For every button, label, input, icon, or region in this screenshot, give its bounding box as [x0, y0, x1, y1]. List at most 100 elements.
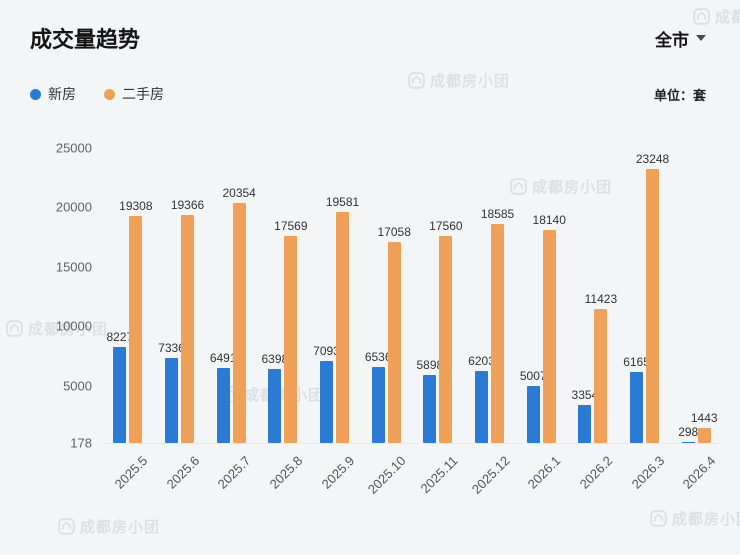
legend-label-new-homes: 新房	[48, 86, 76, 102]
unit-label: 单位：套	[653, 87, 706, 103]
x-tick-label: 2025.5	[111, 453, 151, 492]
y-axis: 178 5000 10000 15000 20000 25000	[26, 141, 92, 451]
bar-group: 5007 18140	[515, 148, 567, 443]
bar-group: 6203 18585	[464, 148, 516, 443]
bar-value-label: 6491	[209, 350, 237, 365]
x-cell: 2025.12	[464, 448, 516, 506]
y-tick-label: 10000	[55, 318, 92, 334]
legend-item-new-homes[interactable]: 新房	[30, 84, 76, 104]
x-tick-label: 2025.9	[318, 453, 358, 492]
bar-value-label: 1443	[690, 410, 718, 425]
x-cell: 2026.4	[670, 448, 722, 506]
watermark-text: 成都房小团	[672, 511, 740, 528]
new-home-bar: 5898	[417, 358, 443, 443]
watermark: 成都房小团	[58, 516, 160, 537]
bar-group: 6165 23248	[619, 148, 671, 443]
new-home-bar: 6165	[623, 355, 650, 443]
resale-bar: 17569	[274, 219, 308, 443]
region-selector[interactable]: 全市	[655, 26, 706, 51]
bar-group: 298 1443	[670, 148, 722, 443]
bar-value-label: 18140	[532, 212, 566, 227]
new-home-bar: 5007	[520, 369, 547, 443]
x-cell: 2026.1	[515, 448, 567, 506]
x-tick-label: 2025.12	[468, 453, 513, 497]
x-tick-label: 2025.8	[266, 453, 306, 492]
resale-bar: 19308	[119, 199, 153, 443]
new-home-bar: 3354	[572, 388, 598, 443]
new-home-bar: 298	[678, 425, 698, 443]
bar-group: 6491 20354	[205, 148, 257, 443]
new-home-bar: 7336	[158, 341, 185, 443]
bar-value-label: 18585	[480, 207, 515, 222]
bar-group: 3354 11423	[567, 148, 619, 443]
house-logo-icon	[58, 518, 75, 535]
bar-value-label: 17058	[377, 225, 411, 240]
x-cell: 2025.9	[309, 448, 361, 506]
x-tick-label: 2026.2	[576, 453, 616, 492]
bar-group: 7336 19366	[154, 148, 206, 443]
bar-value-label: 6398	[261, 352, 289, 367]
bar-value-label: 19581	[325, 195, 360, 210]
region-label: 全市	[655, 30, 689, 50]
bar-value-label: 17560	[429, 219, 463, 234]
bar-group: 7093 19581	[309, 148, 361, 443]
x-cell: 2025.6	[154, 448, 206, 506]
resale-bar: 18585	[481, 207, 514, 443]
plot-area: 8227 19308 7336 19366 6491 20354 6398 17569 7093…	[102, 148, 722, 444]
chart: 178 5000 10000 15000 20000 25000 8227 19308 733…	[0, 141, 740, 506]
bar-value-label: 7093	[313, 343, 340, 358]
legend: 新房 二手房	[30, 84, 164, 104]
resale-bar: 20354	[222, 186, 256, 443]
x-cell: 2025.11	[412, 448, 464, 506]
bar-value-label: 23248	[635, 151, 670, 166]
watermark-text: 成都房小团	[80, 519, 161, 536]
legend-row: 新房 二手房 单位：套	[0, 54, 740, 104]
resale-bar: 11423	[585, 292, 617, 443]
x-cell: 2025.5	[102, 448, 154, 506]
x-cell: 2025.10	[360, 448, 412, 506]
header: 成交量趋势 全市	[0, 0, 740, 54]
y-tick-label: 20000	[55, 199, 92, 215]
bar-value-label: 11423	[584, 292, 618, 307]
resale-bar: 19581	[326, 195, 359, 443]
resale-bar: 18140	[533, 213, 566, 443]
x-cell: 2026.3	[619, 448, 671, 506]
resale-bar: 1443	[691, 411, 718, 443]
bar-value-label: 7336	[158, 340, 185, 355]
bar-value-label: 19308	[119, 198, 153, 213]
new-home-bar: 8227	[106, 330, 133, 443]
y-tick-label: 178	[70, 435, 92, 451]
y-tick-label: 5000	[63, 378, 92, 394]
bar-value-label: 17569	[274, 219, 308, 234]
bar-group: 8227 19308	[102, 148, 154, 443]
legend-label-resale: 二手房	[122, 86, 164, 102]
page-title: 成交量趋势	[30, 27, 141, 52]
bar-value-label: 6165	[623, 354, 650, 369]
bar-group: 5898 17560	[412, 148, 464, 443]
new-home-bar: 6536	[365, 350, 392, 443]
bar-value-label: 20354	[222, 186, 256, 201]
x-tick-label: 2025.11	[417, 453, 461, 497]
chevron-down-icon	[696, 35, 706, 41]
resale-bar: 23248	[636, 152, 669, 443]
bar-value-label: 3354	[571, 388, 599, 403]
bar-group: 6536 17058	[360, 148, 412, 443]
resale-bar: 19366	[171, 198, 204, 443]
new-home-bar: 6491	[210, 351, 237, 443]
x-tick-label: 2026.4	[680, 453, 719, 492]
bar-value-label: 8227	[106, 330, 134, 345]
chart-body: 178 5000 10000 15000 20000 25000 8227 19308 733…	[0, 141, 740, 451]
new-home-bar: 6203	[468, 354, 495, 443]
bar-value-label: 19366	[170, 197, 205, 212]
x-cell: 2025.8	[257, 448, 309, 506]
bar-value-label: 5007	[519, 368, 547, 383]
new-home-bar: 6398	[261, 352, 288, 443]
x-tick-label: 2025.6	[163, 453, 203, 492]
legend-item-resale[interactable]: 二手房	[104, 84, 164, 104]
bar-value-label: 6536	[364, 350, 392, 365]
resale-bar: 17058	[378, 225, 411, 443]
x-tick-label: 2025.10	[364, 453, 409, 497]
y-tick-label: 25000	[55, 140, 92, 156]
legend-marker-resale	[104, 88, 115, 100]
